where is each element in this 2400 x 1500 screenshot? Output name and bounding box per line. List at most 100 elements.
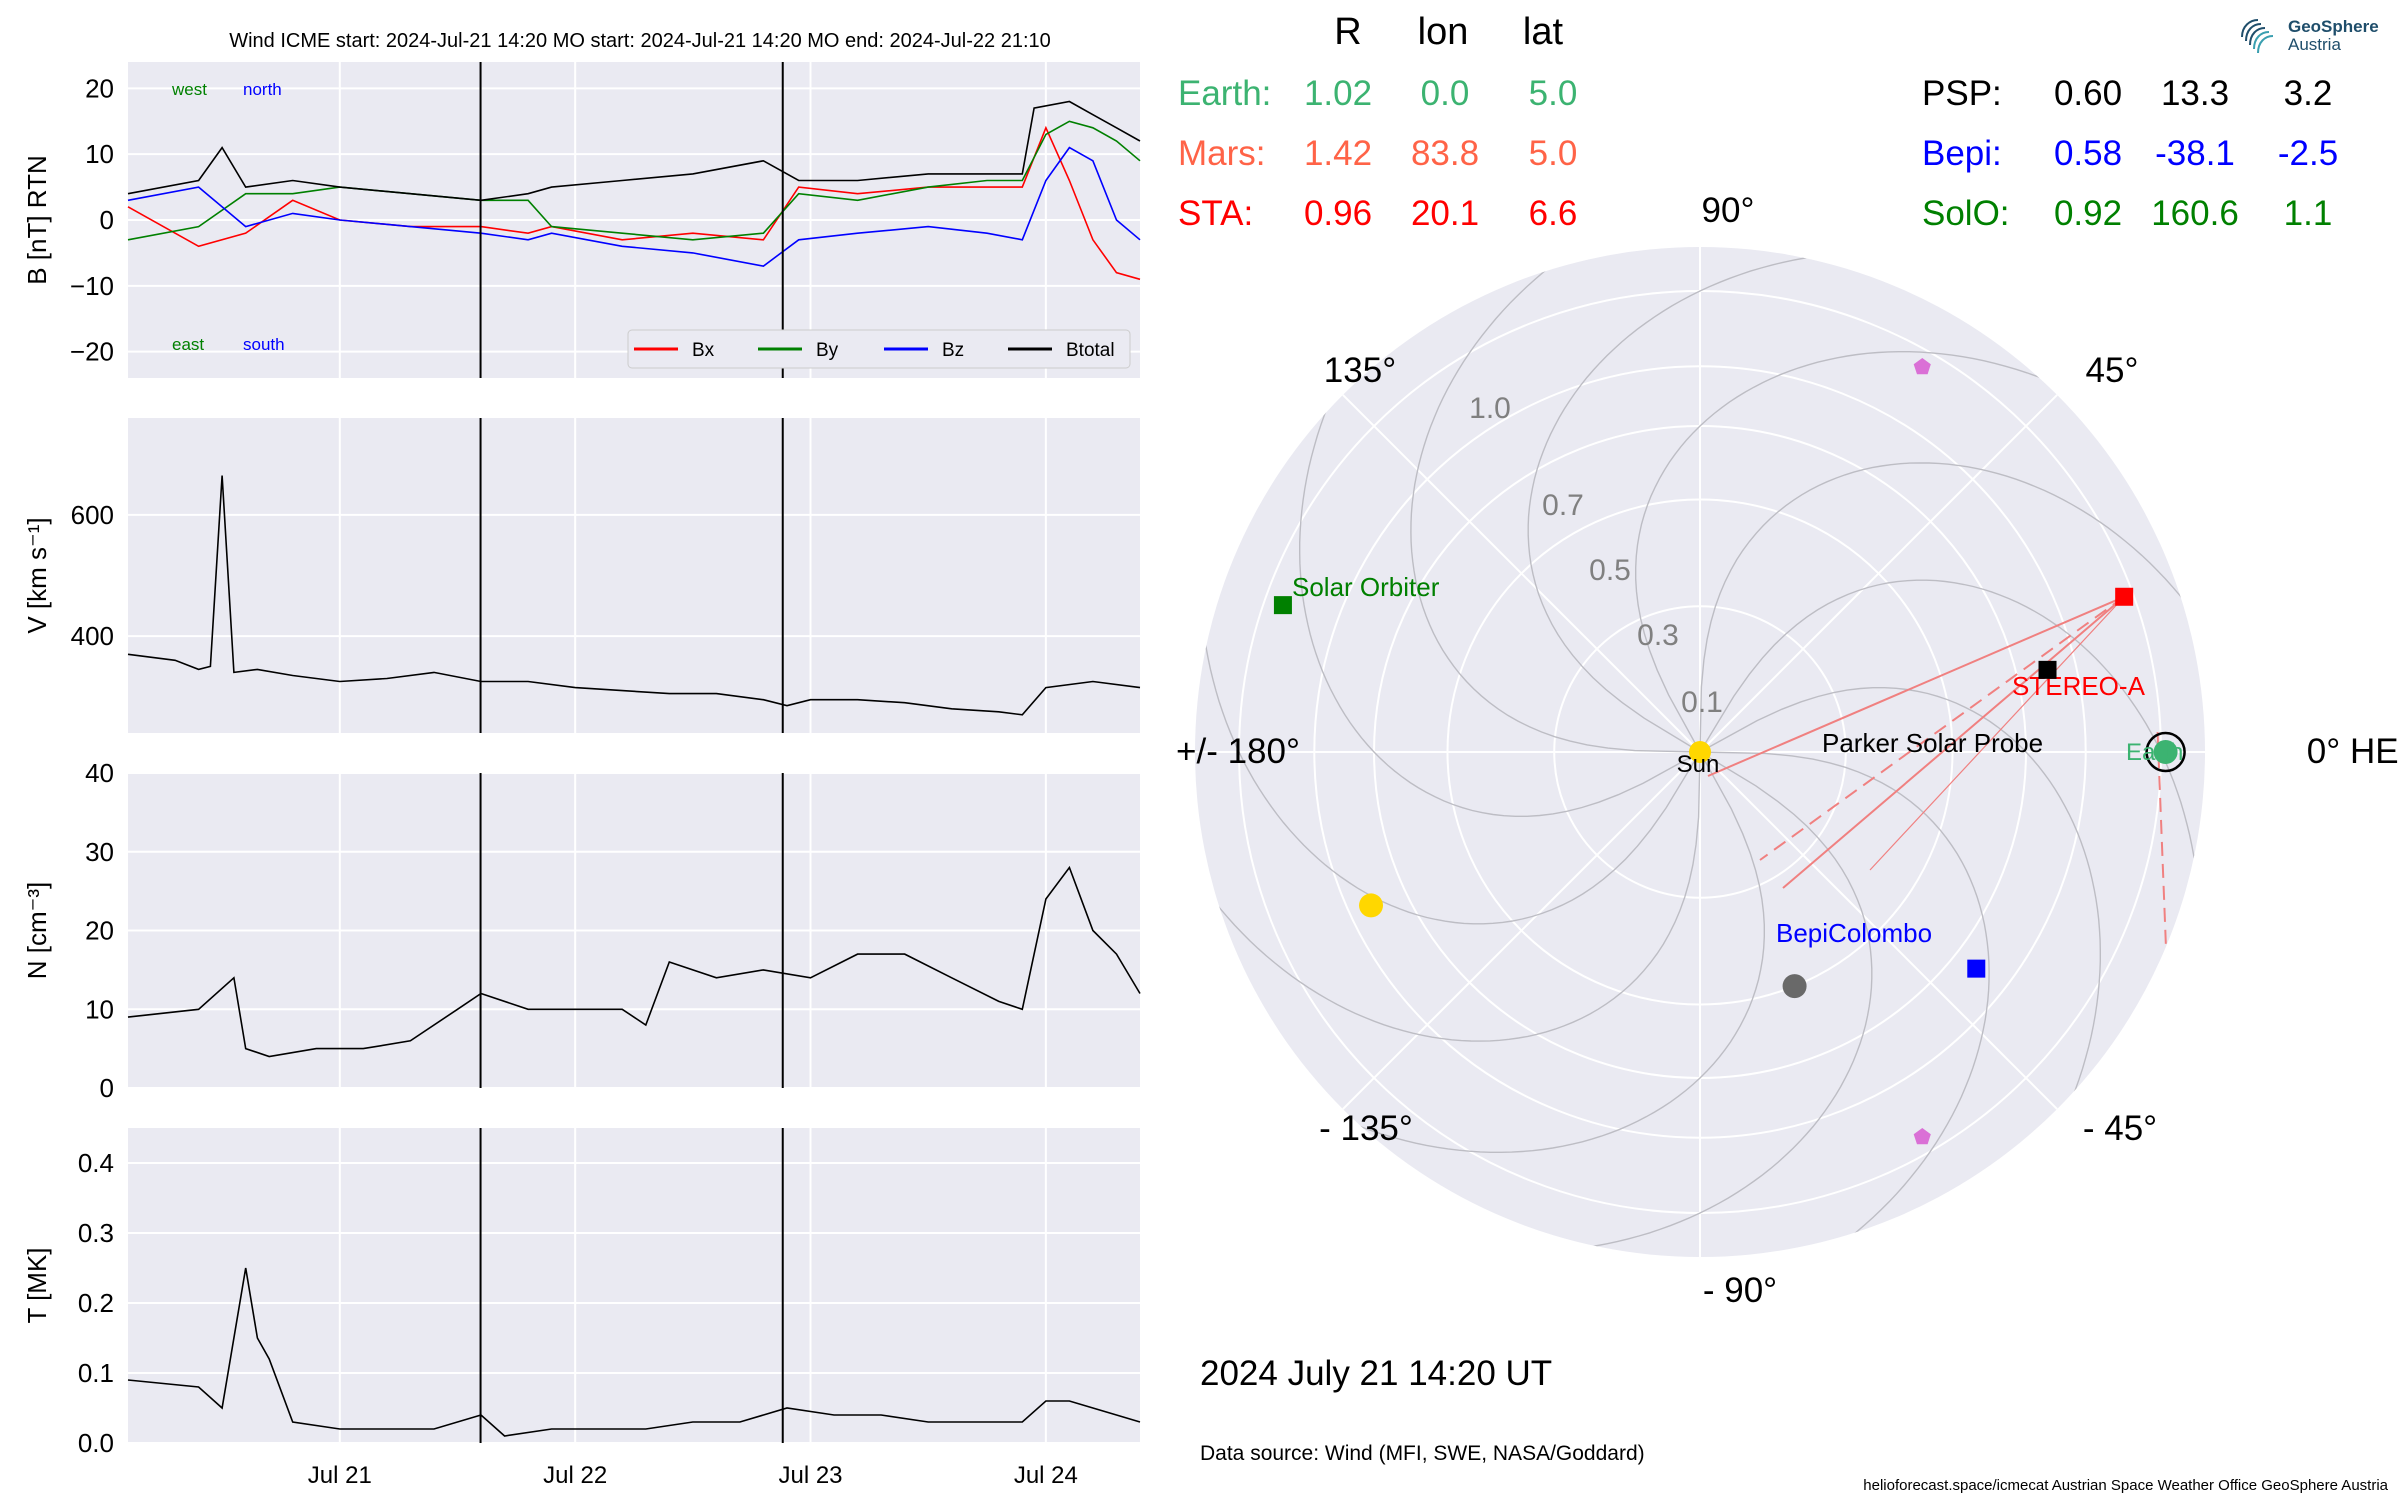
radial-tick-label: 1.0 [1469, 392, 1511, 425]
table-row-r: 1.02 [1304, 74, 1372, 113]
parker-spiral [1527, 254, 1828, 753]
parker-solar-probe-marker [2038, 660, 2057, 679]
x-tick-label: Jul 22 [543, 1462, 607, 1489]
panel-background [128, 1128, 1140, 1443]
table-row-lon: 0.0 [1421, 74, 1470, 113]
table-row-name: Earth: [1178, 74, 1271, 113]
angular-gridline [1699, 394, 2058, 753]
table-header-lon: lon [1418, 11, 1469, 53]
table-row-r: 0.58 [2054, 134, 2122, 173]
y-tick-label: 0.4 [78, 1148, 114, 1178]
y-tick-label: 0.3 [78, 1218, 114, 1248]
legend-label-bz: Bz [942, 340, 964, 361]
y-tick-label: 20 [85, 73, 114, 103]
sta-connection-dashed [1759, 595, 2125, 861]
pentagon-marker [1913, 1128, 1931, 1145]
parker-spiral [1699, 462, 2195, 753]
y-tick-label: 0.0 [78, 1428, 114, 1458]
earth-marker [2153, 740, 2178, 764]
radial-tick-label: 0.7 [1542, 489, 1584, 522]
annotation-east: east [172, 335, 204, 354]
sun-marker [1689, 741, 1711, 763]
table-row-r: 0.60 [2054, 74, 2122, 113]
polar-plot: 0.1 0.30.50.7 1.0 0° HEEQ 45° 90° 135° +/- 180°… [1176, 191, 2400, 1310]
sta-connection-line [1869, 596, 2125, 871]
y-axis-label: N [cm⁻³] [22, 882, 52, 980]
angle-label: - 45° [2083, 1109, 2157, 1148]
legend: Bx By Bz Btotal [627, 329, 1131, 369]
table-row-r: 0.92 [2054, 194, 2122, 233]
date-stamp: 2024 July 21 14:20 UT [1200, 1354, 1552, 1393]
parker-spiral [1699, 751, 1990, 1247]
table-row-name: Bepi: [1922, 134, 2002, 173]
table-header-r: R [1334, 11, 1361, 53]
parker-spiral [1572, 751, 1873, 1250]
logo-line-1: GeoSphere [2288, 17, 2379, 36]
panel-background [128, 418, 1140, 733]
parker-solar-probe-label: Parker Solar Probe [1822, 728, 2043, 758]
y-tick-label: 0.1 [78, 1358, 114, 1388]
table-row-lon: 20.1 [1411, 194, 1479, 233]
angle-label: 45° [2086, 351, 2139, 390]
connection-lines [1707, 595, 2167, 949]
unlabeled-body-marker [1359, 893, 1384, 918]
table-row-lon: 83.8 [1411, 134, 1479, 173]
y-tick-label: −10 [70, 271, 114, 301]
y-tick-label: 0 [100, 205, 114, 235]
x-tick-label: Jul 24 [1014, 1462, 1078, 1489]
data-source: Data source: Wind (MFI, SWE, NASA/Goddar… [1200, 1442, 1645, 1465]
table-row-lat: 1.1 [2284, 194, 2333, 233]
table-row-name: Mars: [1178, 134, 1266, 173]
legend-label-by: By [816, 340, 839, 361]
parker-spiral [1699, 687, 2102, 1112]
panel-temperature: 0.4 0.3 0.2 0.1 0.0 T [MK] Jul 21 Jul 22 Jul 23 J… [22, 1128, 1141, 1489]
series-bz [127, 146, 1141, 267]
y-tick-label: −20 [70, 337, 114, 367]
y-tick-label: 400 [71, 621, 114, 651]
table-row-name: SolO: [1922, 194, 2010, 233]
angle-label: - 90° [1703, 1271, 1777, 1310]
solar-orbiter-marker [1273, 596, 1292, 615]
time-series-panels: 20 10 0 −10 −20 B [nT] RTN west north east south B… [22, 62, 1141, 1489]
parker-spiral [1699, 579, 2198, 880]
y-tick-label: 40 [85, 758, 114, 788]
legend-box [627, 329, 1131, 369]
earth-connection-dashed [2156, 731, 2167, 949]
series-n [127, 865, 1141, 1058]
x-tick-label: Jul 23 [778, 1462, 842, 1489]
bepicolombo-label: BepiColombo [1776, 918, 1932, 948]
table-row-lat: -2.5 [2278, 134, 2338, 173]
credits: helioforecast.space/icmecat Austrian Spa… [1863, 1477, 2388, 1494]
legend-label-bx: Bx [692, 340, 715, 361]
parker-spiral [1202, 624, 1701, 925]
angle-label: 90° [1702, 191, 1755, 230]
angle-label: 135° [1324, 351, 1396, 390]
parker-spiral [1205, 751, 1701, 1042]
angular-gridline [1699, 751, 2058, 1110]
plot-title: Wind ICME start: 2024-Jul-21 14:20 MO st… [229, 30, 1051, 52]
table-header-lat: lat [1523, 11, 1564, 53]
earth-label: Earth [2126, 739, 2183, 766]
annotation-north: north [243, 80, 282, 99]
y-tick-label: 20 [85, 916, 114, 946]
angular-gridline [1342, 394, 1701, 753]
table-row-lon: 13.3 [2161, 74, 2229, 113]
parker-spirals [1202, 254, 2198, 1250]
table-row-r: 0.96 [1304, 194, 1372, 233]
logo-line-2: Austria [2288, 35, 2341, 54]
y-axis-label: V [km s⁻¹] [22, 517, 52, 633]
earth-ring-marker [2145, 731, 2186, 773]
table-row-lon: -38.1 [2155, 134, 2235, 173]
series-btotal [127, 100, 1141, 202]
geosphere-logo-icon [2241, 19, 2274, 54]
sta-connection-line [1707, 595, 2125, 777]
geosphere-logo: GeoSphere Austria [2288, 18, 2379, 54]
y-tick-label: 600 [71, 500, 114, 530]
angular-gridline [1342, 751, 1701, 1110]
table-row-lat: 5.0 [1529, 134, 1578, 173]
x-tick-label: Jul 21 [308, 1462, 372, 1489]
angle-label: +/- 180° [1176, 732, 1300, 771]
annotation-west: west [171, 80, 207, 99]
